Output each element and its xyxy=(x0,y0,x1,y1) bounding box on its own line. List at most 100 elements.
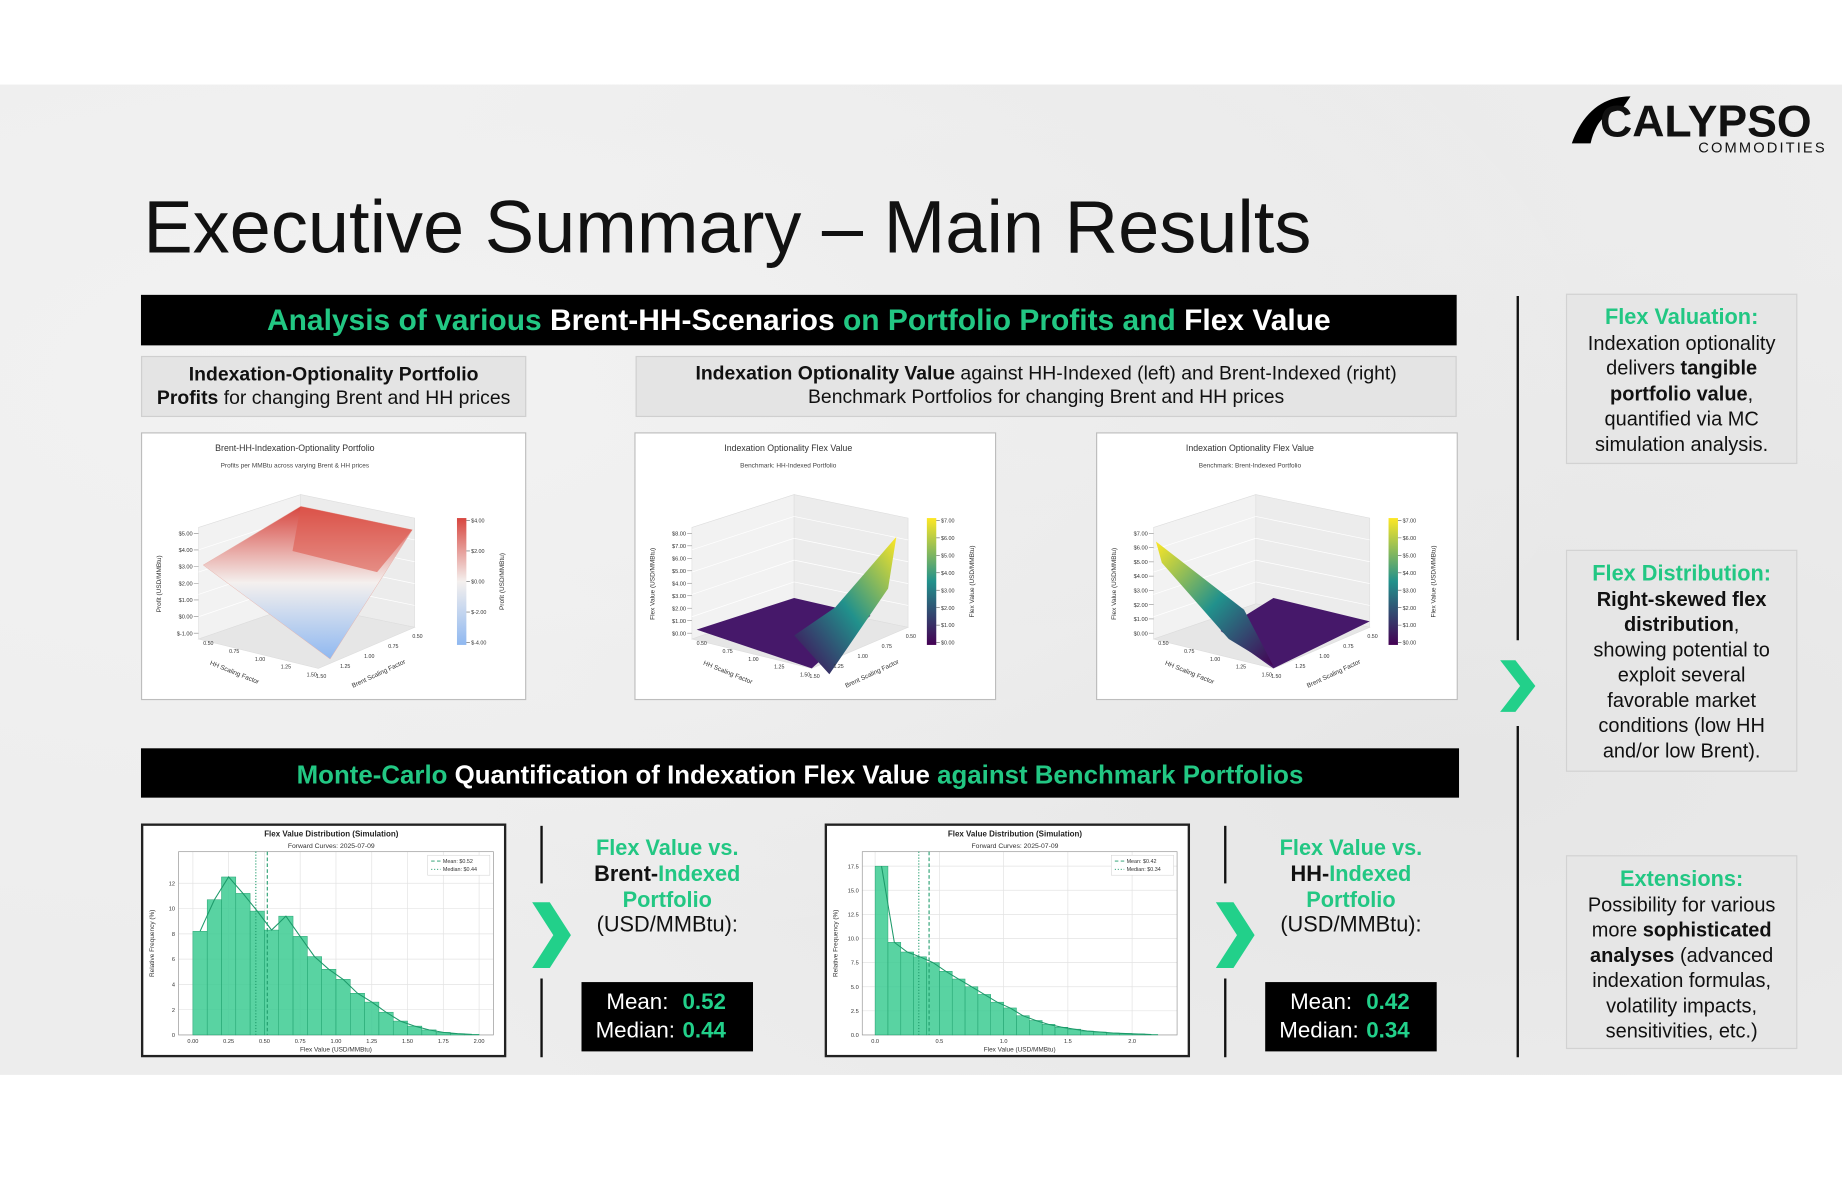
text-line: Extensions: xyxy=(1567,866,1796,892)
bar xyxy=(990,1001,1004,1036)
z-tick-label: $1.00 xyxy=(672,619,686,625)
surface-chart: Indexation Optionality Flex Value Benchma… xyxy=(649,443,976,690)
bar xyxy=(249,910,265,1036)
result-heading: Flex Value vs. HH-Indexed Portfolio (USD/MM… xyxy=(1256,835,1446,937)
text-part: Quantification of Indexation Flex Value xyxy=(454,760,938,790)
bar xyxy=(292,936,308,1036)
colorbar-label: Profit (USD/MMBtu) xyxy=(499,553,506,610)
text-line: Brent-Indexed xyxy=(572,861,762,887)
bar xyxy=(951,978,966,1036)
text-part: distribution xyxy=(1623,613,1734,636)
chart-subtitle: Profits per MMBtu across varying Brent &… xyxy=(221,463,369,470)
text-part: quantified via MC xyxy=(1604,407,1759,430)
text-line: Portfolio xyxy=(572,886,762,912)
x-tick-label: 1.00 xyxy=(748,657,758,663)
text-line: (USD/MMBtu): xyxy=(1256,912,1446,938)
x-tick-label: 0.50 xyxy=(697,641,707,647)
colorbar-tick-label: $2.00 xyxy=(471,549,485,555)
text-line: delivers tangible xyxy=(1567,356,1796,381)
stats-box: Mean: 0.52 Median: 0.44 xyxy=(581,982,754,1052)
chart-title: Indexation Optionality Flex Value xyxy=(1186,443,1314,453)
z-tick-label: $7.00 xyxy=(1134,531,1148,537)
text-line: (USD/MMBtu): xyxy=(572,912,762,938)
y-tick-label: 2.5 xyxy=(851,1009,859,1015)
text-part: Portfolio xyxy=(622,886,712,912)
text-part: simulation analysis. xyxy=(1595,432,1769,456)
stat-value: 0.44 xyxy=(682,1018,726,1044)
z-tick-label: $1.00 xyxy=(179,598,193,604)
text-part: Indexation-Optionality Portfolio xyxy=(188,364,479,386)
y-tick-label: 0.0 xyxy=(851,1033,859,1039)
colorbar-tick-label: $0.00 xyxy=(471,580,485,586)
y-tick-label: 1.50 xyxy=(1271,674,1281,680)
text-part: Flex Value vs. xyxy=(1279,835,1423,860)
text-part: (advanced xyxy=(1674,943,1774,967)
result-heading: Flex Value vs. Brent-Indexed Portfolio (USD… xyxy=(572,835,762,937)
y-axis-label: Brent Scaling Factor xyxy=(844,658,901,689)
x-tick-label: 1.50 xyxy=(402,1039,413,1045)
legend-label: Mean: $0.52 xyxy=(443,859,473,865)
y-tick-label: 5.0 xyxy=(851,985,859,991)
colorbar-tick-label: $3.00 xyxy=(941,588,955,594)
bar xyxy=(939,971,953,1036)
y-tick-label: 4 xyxy=(172,983,175,989)
bar xyxy=(1016,1015,1030,1036)
logo-swoosh xyxy=(1571,96,1631,144)
z-tick-label: $6.00 xyxy=(672,556,686,562)
slide-title: Executive Summary – Main Results xyxy=(143,186,1312,270)
x-tick-label: 1.00 xyxy=(330,1039,341,1045)
text-part: , xyxy=(1747,382,1754,405)
x-tick-label: 0.0 xyxy=(871,1039,879,1045)
text-part: Flex Value vs. xyxy=(595,835,739,860)
pane-grid xyxy=(1153,559,1256,595)
y-tick-label: 0.50 xyxy=(1367,634,1377,640)
text-part: Flex Value xyxy=(1184,304,1331,338)
arrow xyxy=(1215,902,1255,968)
text-part: sensitivities, etc.) xyxy=(1605,1019,1758,1042)
text-part: , xyxy=(1733,613,1740,636)
text-part: Portfolio xyxy=(1306,886,1396,912)
bar xyxy=(350,993,365,1036)
y-tick-label: 6 xyxy=(172,957,175,963)
y-tick-label: 1.00 xyxy=(1319,654,1329,660)
text-line: distribution, xyxy=(1567,612,1796,637)
text-line: volatility impacts, xyxy=(1567,993,1796,1018)
colorbar-tick-label: $0.00 xyxy=(941,641,955,647)
z-tick-label: $0.00 xyxy=(179,615,193,621)
colorbar-tick-label: $2.00 xyxy=(1403,606,1417,612)
bar xyxy=(235,893,251,1036)
x-tick-label: 1.75 xyxy=(438,1039,449,1045)
surface xyxy=(292,506,413,573)
z-tick-label: $-1.00 xyxy=(177,631,193,637)
y-tick-label: 8 xyxy=(172,932,175,938)
text-line: Indexation-Optionality Portfolio xyxy=(142,363,525,386)
x-tick-label: 0.25 xyxy=(223,1039,234,1045)
text-line: conditions (low HH xyxy=(1567,713,1796,738)
x-tick-label: 1.25 xyxy=(366,1039,377,1045)
chart-frame: Flex Value Distribution (Simulation) Forw… xyxy=(824,823,1191,1058)
banner: Monte-Carlo Quantification of Indexation… xyxy=(140,748,1460,798)
stat-label: Median: xyxy=(1279,1018,1359,1044)
y-tick-label: 1.00 xyxy=(364,654,374,660)
text-part: Flex Distribution: xyxy=(1592,560,1771,586)
arrow xyxy=(1500,660,1536,712)
text-part: Extensions: xyxy=(1620,865,1744,891)
text-line: showing potential to xyxy=(1567,637,1796,662)
histogram: Flex Value Distribution (Simulation) Forw… xyxy=(149,829,494,1053)
x-tick-label: 1.25 xyxy=(774,665,784,671)
x-tick-label: 0.50 xyxy=(203,641,213,647)
colorbar-tick-label: $5.00 xyxy=(1403,553,1417,559)
y-tick-label: 0.75 xyxy=(882,644,892,650)
text-part: Profits xyxy=(156,387,219,409)
text-part: on Portfolio Profits and xyxy=(842,304,1185,338)
stat-row: Median: 0.34 xyxy=(1265,1017,1437,1045)
panel-heading: Indexation-Optionality Portfolio Profits … xyxy=(140,355,527,418)
chart-title: Flex Value Distribution (Simulation) xyxy=(948,829,1082,838)
side-box: Flex Distribution: Right-skewed flex distr… xyxy=(1565,549,1798,772)
y-tick-label: 10.0 xyxy=(848,937,859,943)
y-axis-label: Brent Scaling Factor xyxy=(1306,658,1363,689)
text-line: more sophisticated xyxy=(1567,917,1796,942)
colorbar xyxy=(926,518,937,645)
legend-label: Median: $0.34 xyxy=(1127,867,1161,873)
